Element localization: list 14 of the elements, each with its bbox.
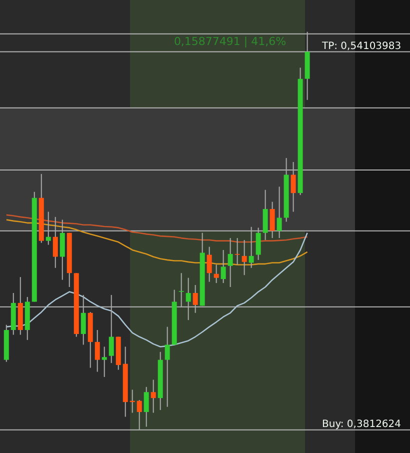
candlestick (164, 326, 170, 408)
candlestick (214, 264, 219, 284)
candlestick (234, 238, 240, 266)
candlestick (102, 346, 107, 378)
candlestick (228, 238, 233, 288)
candlestick (220, 249, 226, 284)
text: Buy: 0,3812624 (322, 419, 402, 430)
annotation: 0,15877491 | 41,6% (174, 35, 286, 48)
candlestick (94, 329, 100, 372)
candlestick (242, 240, 247, 276)
candlestick (150, 379, 156, 414)
candlestick (144, 386, 149, 428)
text: TP: 0,54103983 (321, 41, 402, 52)
candlestick (206, 246, 212, 282)
